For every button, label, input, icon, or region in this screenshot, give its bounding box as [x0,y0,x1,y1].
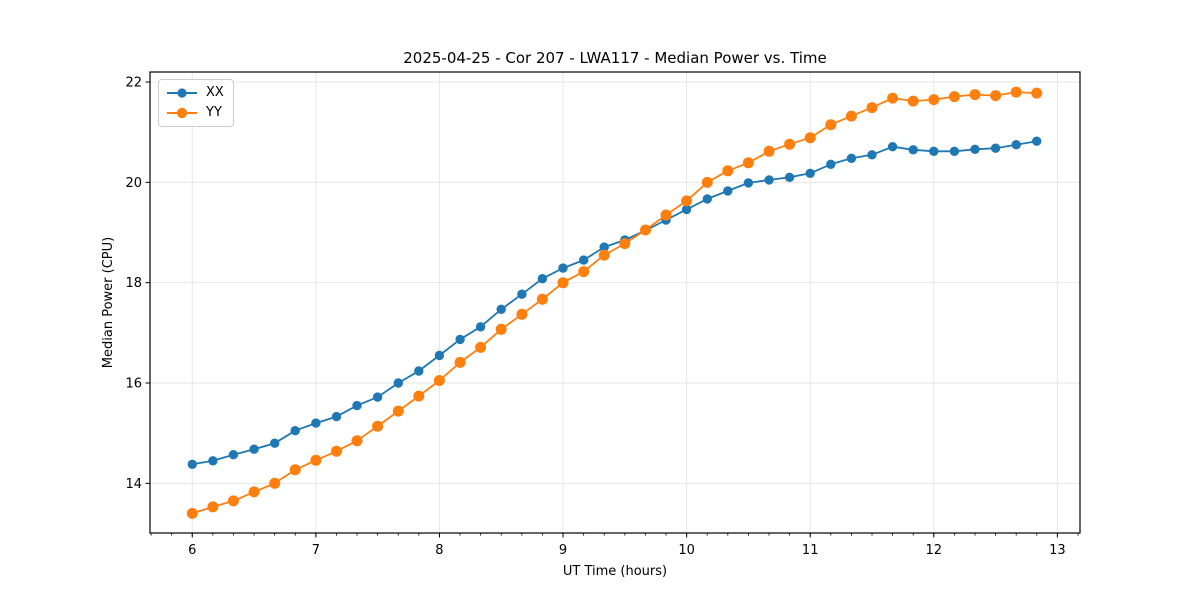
svg-text:6: 6 [188,543,196,558]
svg-text:20: 20 [125,176,142,191]
svg-text:14: 14 [125,477,142,492]
svg-text:22: 22 [125,76,142,91]
legend-item-xx: XX [166,83,224,103]
grid-lines [150,72,1080,533]
legend-label-yy: YY [206,104,222,120]
svg-text:18: 18 [125,276,142,291]
svg-text:7: 7 [312,543,320,558]
svg-text:12: 12 [926,543,943,558]
svg-text:9: 9 [559,543,567,558]
legend-label-xx: XX [206,84,224,100]
svg-text:10: 10 [678,543,695,558]
legend: XX YY [158,79,234,127]
svg-text:8: 8 [435,543,443,558]
svg-text:13: 13 [1049,543,1066,558]
legend-line-marker-yy [167,107,197,119]
svg-text:11: 11 [802,543,819,558]
legend-line-marker-xx [167,88,197,98]
x-axis-label: UT Time (hours) [563,564,667,579]
plot-frame [149,71,1081,534]
svg-text:16: 16 [125,377,142,392]
y-axis-label: Median Power (CPU) [101,237,116,368]
legend-item-yy: YY [166,103,224,123]
data-series [186,86,1043,519]
axis-ticks: 6 7 8 9 10 11 12 13 14 16 18 20 22 [125,76,1079,558]
chart-title: 2025-04-25 - Cor 207 - LWA117 - Median P… [403,49,827,67]
